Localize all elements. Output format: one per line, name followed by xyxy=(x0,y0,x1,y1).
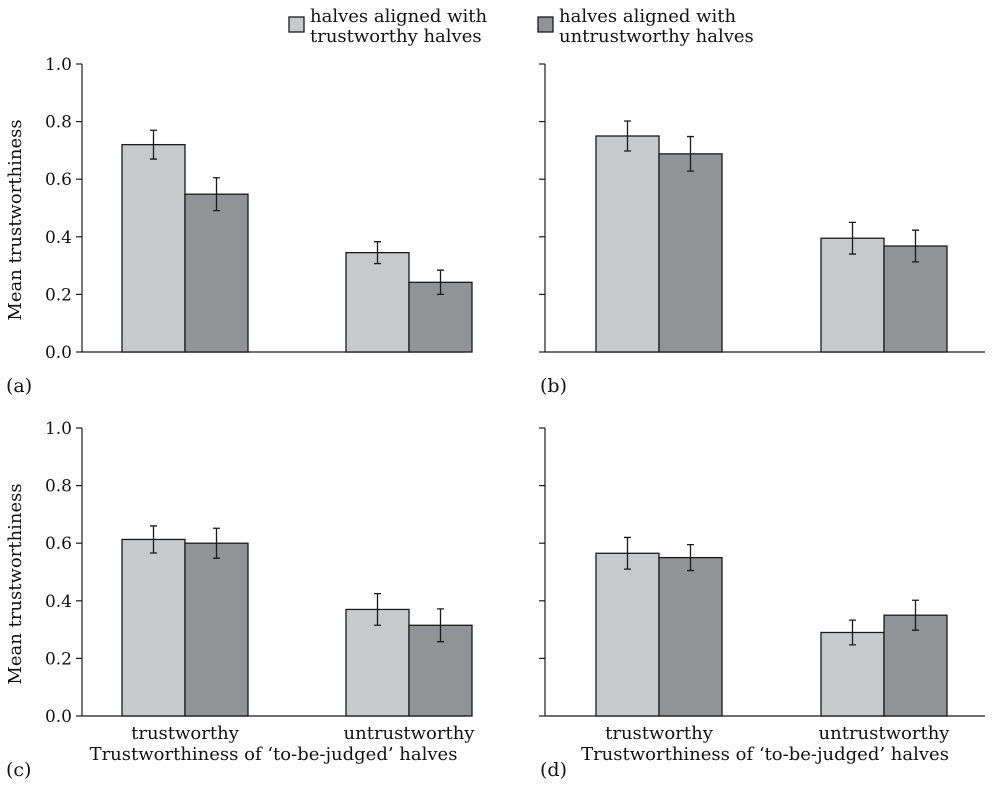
category-label: untrustworthy xyxy=(344,723,476,744)
error-bar xyxy=(150,129,157,160)
error-bar xyxy=(624,120,631,152)
category-label: trustworthy xyxy=(131,723,240,744)
panel-a: 0.0 0.2 0.4 0.6 0.8 1.0 Mean trustworthiness (a… xyxy=(5,55,473,397)
error-bar xyxy=(213,527,220,559)
bar-series1-trustworthy xyxy=(595,135,660,353)
error-bar xyxy=(849,619,856,646)
panel-label: (c) xyxy=(6,759,31,781)
error-bar xyxy=(437,269,444,296)
error-bar xyxy=(687,135,694,172)
legend-label-2-line1: halves aligned with xyxy=(559,6,737,27)
y-tick-label: 0.2 xyxy=(45,285,72,305)
y-tick-label: 0.6 xyxy=(45,170,72,190)
error-bar xyxy=(912,599,919,631)
y-tick-label: 0.8 xyxy=(45,477,72,497)
legend: halves aligned with trustworthy halves h… xyxy=(288,6,754,47)
y-tick-label: 0.4 xyxy=(45,228,72,248)
category-label: untrustworthy xyxy=(819,723,951,744)
y-tick-label: 0.8 xyxy=(45,113,72,133)
legend-swatch-aligned-with-trustworthy xyxy=(288,16,305,33)
y-tick-label: 1.0 xyxy=(45,419,72,439)
y-axis-title: Mean trustworthiness xyxy=(5,119,26,320)
bar-series2-trustworthy xyxy=(658,556,723,717)
bar-series1-untrustworthy xyxy=(345,608,410,717)
error-bar xyxy=(437,608,444,643)
legend-label-2-line2: untrustworthy halves xyxy=(559,26,754,47)
panel-c: 0.0 0.2 0.4 0.6 0.8 1.0 trustworthy untrustwort… xyxy=(5,419,475,781)
y-tick-label: 0.0 xyxy=(45,707,72,727)
category-label: trustworthy xyxy=(605,723,714,744)
panel-d: trustworthy untrustworthyTrustworthiness … xyxy=(539,427,985,781)
y-tick-label: 0.6 xyxy=(45,534,72,554)
x-axis-title: Trustworthiness of ‘to-be-judged’ halves xyxy=(90,744,458,765)
y-tick-label: 0.4 xyxy=(45,592,72,612)
x-axis-title: Trustworthiness of ‘to-be-judged’ halves xyxy=(581,744,949,765)
panel-label: (a) xyxy=(6,375,32,397)
error-bar xyxy=(687,543,694,572)
bar-series2-untrustworthy xyxy=(883,245,948,353)
y-tick-label: 1.0 xyxy=(45,55,72,75)
bar-series2-trustworthy xyxy=(184,193,249,353)
panel-b: (b) xyxy=(539,63,985,397)
legend-swatch-aligned-with-untrustworthy xyxy=(537,16,554,33)
y-tick-label: 0.0 xyxy=(45,343,72,363)
bar-series1-trustworthy xyxy=(121,143,186,353)
error-bar xyxy=(624,536,631,570)
panel-label: (d) xyxy=(540,759,567,781)
bar-series2-trustworthy xyxy=(658,153,723,353)
panel-label: (b) xyxy=(540,375,567,397)
bar-series1-untrustworthy xyxy=(820,237,885,353)
y-axis-title: Mean trustworthiness xyxy=(5,483,26,684)
legend-label-1-line1: halves aligned with xyxy=(310,6,488,27)
y-tick-label: 0.2 xyxy=(45,649,72,669)
bar-series2-trustworthy xyxy=(184,542,249,717)
error-bar xyxy=(150,525,157,554)
legend-label-1-line2: trustworthy halves xyxy=(310,26,482,47)
error-bar xyxy=(374,592,381,626)
bar-series2-untrustworthy xyxy=(883,614,948,717)
error-bar xyxy=(213,177,220,212)
error-bar xyxy=(849,221,856,255)
bar-series1-untrustworthy xyxy=(345,251,410,353)
bar-series1-trustworthy xyxy=(595,552,660,717)
error-bar xyxy=(912,229,919,263)
bar-series1-trustworthy xyxy=(121,538,186,717)
error-bar xyxy=(374,241,381,265)
